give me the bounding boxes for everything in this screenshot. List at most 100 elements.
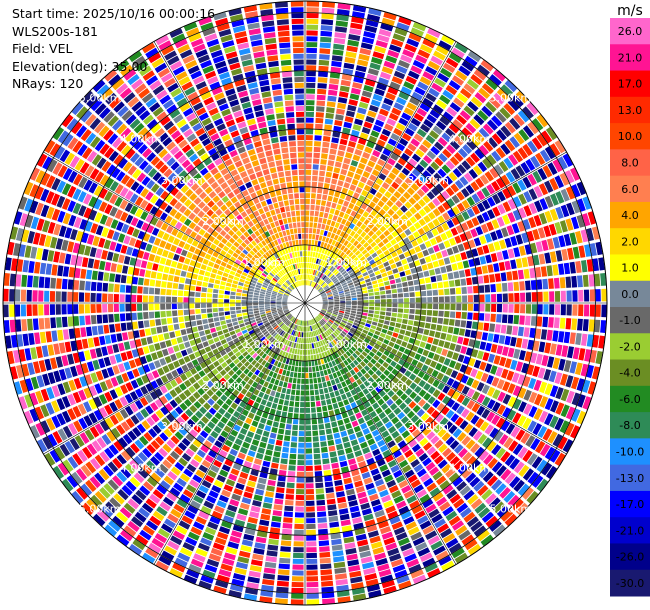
velocity-cell [339, 406, 346, 413]
velocity-cell [286, 346, 291, 353]
velocity-cell [363, 184, 371, 192]
velocity-cell [331, 544, 343, 551]
velocity-cell [538, 253, 546, 265]
velocity-cell [323, 262, 328, 268]
velocity-cell [135, 489, 147, 501]
velocity-cell [337, 363, 343, 370]
velocity-cell [413, 395, 422, 404]
velocity-cell [442, 385, 451, 394]
velocity-cell [62, 168, 73, 181]
velocity-cell [362, 171, 371, 179]
velocity-cell [379, 153, 389, 162]
velocity-cell [444, 175, 453, 185]
velocity-cell [391, 204, 399, 212]
velocity-cell [197, 325, 204, 331]
velocity-cell [151, 227, 160, 236]
velocity-cell [16, 364, 24, 379]
velocity-cell [277, 361, 282, 368]
velocity-cell [90, 304, 96, 314]
velocity-cell [319, 170, 326, 177]
velocity-cell [307, 262, 309, 268]
velocity-cell [154, 209, 163, 218]
velocity-cell [426, 446, 437, 456]
velocity-cell [352, 5, 367, 13]
velocity-cell [456, 214, 465, 223]
velocity-cell [318, 424, 325, 430]
velocity-cell [308, 263, 312, 269]
velocity-cell [473, 312, 479, 321]
velocity-cell [419, 102, 431, 113]
velocity-cell [338, 325, 344, 330]
velocity-cell [388, 326, 395, 332]
velocity-cell [386, 303, 392, 308]
velocity-cell [549, 385, 559, 398]
velocity-cell [126, 370, 135, 380]
velocity-cell [40, 420, 51, 434]
velocity-cell [284, 352, 289, 358]
velocity-cell [88, 385, 98, 397]
velocity-cell [74, 435, 85, 448]
velocity-cell [430, 146, 440, 156]
velocity-cell [193, 382, 201, 390]
velocity-cell [276, 481, 286, 488]
velocity-cell [421, 234, 429, 242]
velocity-cell [542, 316, 549, 328]
velocity-cell [212, 542, 225, 551]
velocity-cell [412, 231, 420, 239]
velocity-cell [420, 412, 430, 422]
velocity-cell [343, 62, 355, 70]
velocity-cell [57, 329, 64, 341]
velocity-cell [394, 435, 403, 444]
velocity-cell [348, 34, 361, 41]
velocity-cell [199, 406, 207, 415]
velocity-cell [545, 127, 558, 141]
velocity-cell [307, 349, 311, 355]
velocity-cell [308, 326, 311, 332]
velocity-cell [505, 423, 516, 435]
velocity-cell [329, 521, 340, 528]
velocity-cell [534, 393, 543, 406]
velocity-cell [220, 261, 227, 267]
velocity-cell [368, 589, 382, 598]
velocity-cell [382, 361, 389, 369]
velocity-cell [46, 417, 56, 431]
velocity-cell [186, 463, 197, 473]
velocity-cell [419, 493, 431, 504]
velocity-cell [351, 178, 359, 186]
velocity-cell [266, 376, 272, 382]
velocity-cell [290, 336, 294, 342]
velocity-cell [61, 183, 72, 196]
velocity-cell [9, 289, 15, 302]
velocity-cell [273, 504, 283, 511]
velocity-cell [407, 526, 420, 536]
velocity-cell [67, 241, 75, 253]
velocity-cell [588, 319, 595, 332]
velocity-cell [404, 434, 414, 444]
velocity-cell [334, 377, 340, 384]
velocity-cell [499, 239, 507, 250]
velocity-cell [305, 332, 307, 338]
velocity-cell [430, 435, 440, 445]
velocity-cell [285, 289, 291, 294]
velocity-cell [389, 44, 402, 53]
velocity-cell [339, 193, 346, 200]
velocity-cell [298, 343, 301, 349]
velocity-cell [343, 213, 350, 220]
velocity-cell [253, 494, 263, 502]
velocity-cell [330, 341, 336, 347]
velocity-cell [77, 143, 88, 157]
velocity-cell [348, 396, 355, 404]
velocity-cell [328, 258, 333, 264]
velocity-cell [189, 291, 195, 297]
velocity-cell [213, 459, 223, 468]
velocity-cell [398, 537, 410, 547]
velocity-cell [237, 344, 244, 351]
velocity-cell [233, 358, 240, 365]
velocity-cell [127, 430, 137, 441]
velocity-cell [105, 216, 114, 227]
velocity-cell [244, 383, 251, 390]
velocity-cell [208, 363, 216, 371]
velocity-cell [344, 264, 350, 270]
velocity-cell [421, 297, 427, 303]
velocity-cell [533, 379, 542, 392]
